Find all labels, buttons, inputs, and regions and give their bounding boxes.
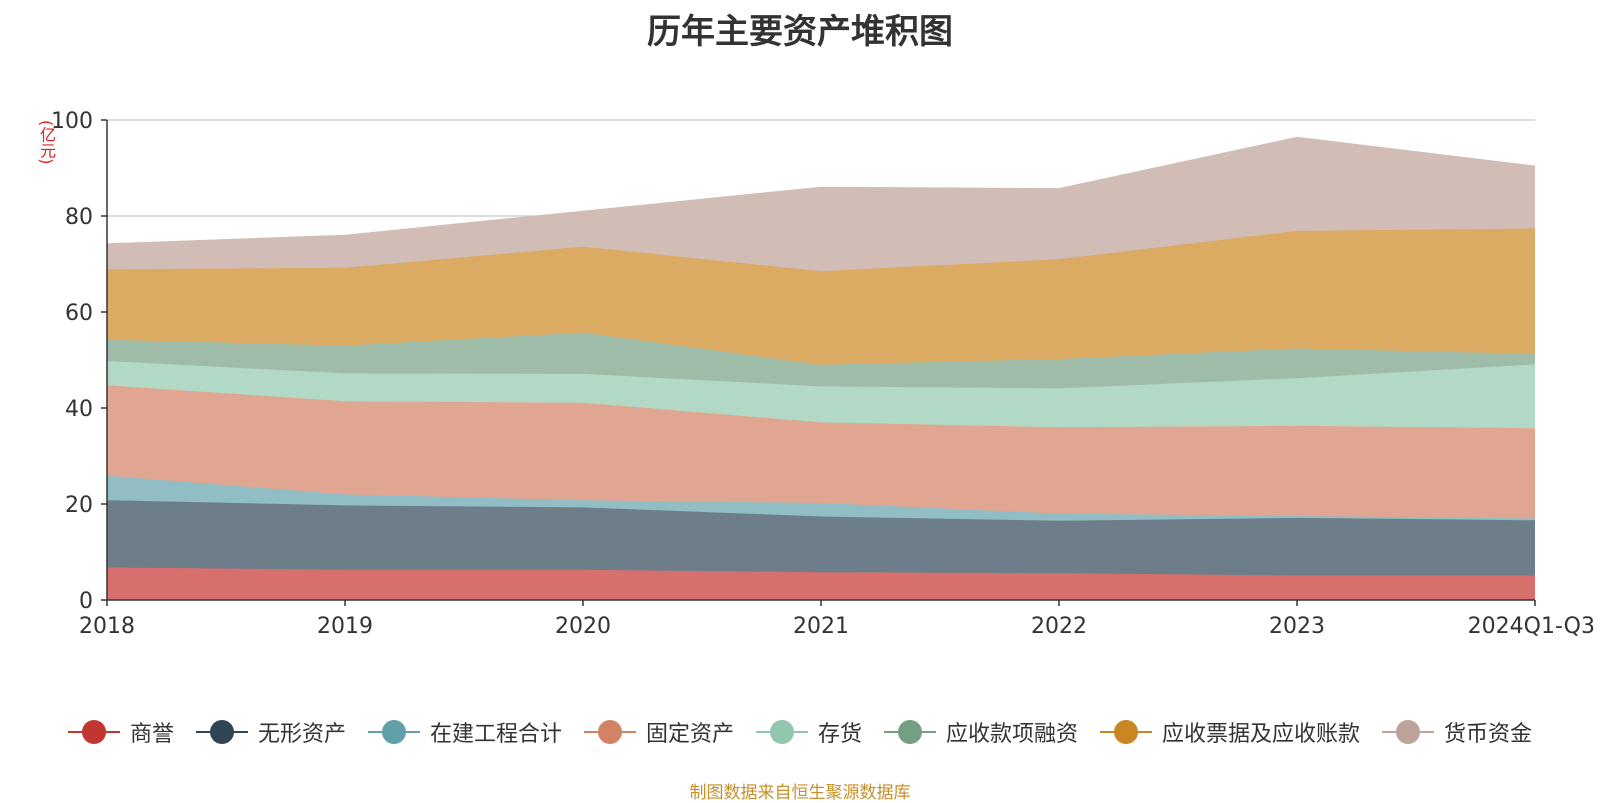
legend-swatch-icon bbox=[1100, 719, 1153, 745]
legend-item-2[interactable]: 在建工程合计 bbox=[367, 716, 562, 748]
x-tick-label: 2022 bbox=[1031, 614, 1087, 639]
legend: 商誉 无形资产 在建工程合计 固定资产 存货 应收款项融资 应收票据及应收账款 货币资金 bbox=[0, 716, 1600, 748]
x-tick-label: 2021 bbox=[793, 614, 849, 639]
legend-label: 应收款项融资 bbox=[946, 722, 1079, 747]
legend-swatch-icon bbox=[195, 719, 248, 745]
stacked-area-chart: 0 20 40 60 80 100 2018 2019 2020 2021 2022 2023 2024… bbox=[51, 109, 1595, 639]
area-series-7-edge bbox=[106, 136, 1536, 245]
legend-item-6[interactable]: 应收票据及应收账款 bbox=[1100, 716, 1360, 748]
area-series bbox=[106, 136, 1536, 600]
axes bbox=[101, 119, 1536, 606]
legend-label: 无形资产 bbox=[257, 722, 346, 747]
area-series-7[interactable] bbox=[107, 137, 1535, 272]
tick-labels: 0 20 40 60 80 100 2018 2019 2020 2021 2022 2023 2024… bbox=[51, 109, 1595, 639]
y-tick-label: 0 bbox=[79, 589, 93, 614]
y-tick-label: 20 bbox=[65, 493, 93, 518]
legend-item-5[interactable]: 应收款项融资 bbox=[884, 716, 1078, 748]
chart-title: 历年主要资产堆积图 bbox=[647, 12, 953, 52]
legend-item-0[interactable]: 商誉 bbox=[67, 716, 174, 748]
area-series-1[interactable] bbox=[107, 500, 1535, 576]
area-series-6[interactable] bbox=[107, 228, 1535, 365]
legend-swatch-icon bbox=[367, 719, 420, 745]
legend-swatch-icon bbox=[1382, 719, 1435, 745]
legend-label: 在建工程合计 bbox=[429, 722, 562, 747]
x-tick-label: 2023 bbox=[1269, 614, 1325, 639]
legend-swatch-icon bbox=[583, 719, 636, 745]
area-series-0[interactable] bbox=[107, 567, 1535, 600]
legend-item-1[interactable]: 无形资产 bbox=[195, 716, 346, 748]
area-series-5[interactable] bbox=[107, 332, 1535, 389]
legend-label: 商誉 bbox=[129, 722, 174, 747]
legend-swatch-icon bbox=[756, 719, 808, 745]
x-tick-label: 2019 bbox=[317, 614, 373, 639]
y-tick-label: 60 bbox=[65, 301, 93, 326]
legend-label: 存货 bbox=[818, 722, 863, 747]
y-tick-label: 100 bbox=[51, 109, 93, 134]
legend-item-7[interactable]: 货币资金 bbox=[1382, 716, 1532, 748]
legend-swatch-icon bbox=[884, 719, 937, 745]
y-axis-unit-label: (亿元) bbox=[37, 120, 56, 165]
legend-item-3[interactable]: 固定资产 bbox=[583, 716, 734, 748]
legend-label: 固定资产 bbox=[645, 722, 734, 747]
y-tick-label: 40 bbox=[65, 397, 93, 422]
legend-label: 货币资金 bbox=[1444, 722, 1533, 747]
area-series-2[interactable] bbox=[107, 475, 1535, 521]
x-tick-label: 2018 bbox=[79, 614, 135, 639]
area-series-3[interactable] bbox=[107, 385, 1535, 519]
data-source-note: 制图数据来自恒生聚源数据库 bbox=[689, 783, 911, 803]
legend-item-4[interactable]: 存货 bbox=[756, 716, 862, 748]
x-tick-label: 2024Q1-Q3 bbox=[1468, 614, 1595, 639]
legend-swatch-icon bbox=[67, 719, 120, 745]
y-tick-label: 80 bbox=[65, 205, 93, 230]
x-tick-label: 2020 bbox=[555, 614, 611, 639]
legend-label: 应收票据及应收账款 bbox=[1162, 722, 1361, 747]
area-series-4[interactable] bbox=[107, 361, 1535, 429]
